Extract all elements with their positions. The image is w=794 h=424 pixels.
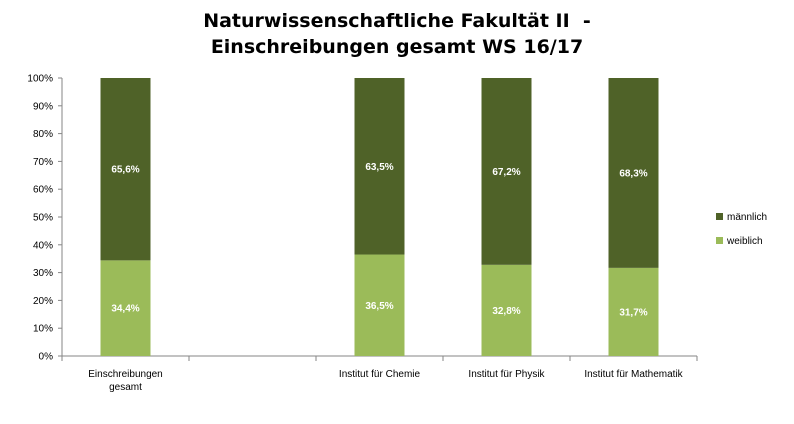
bar-maennlich xyxy=(100,78,151,261)
legend-label: männlich xyxy=(727,212,767,223)
bar-weiblich xyxy=(100,260,151,356)
chart-title-line-1: Naturwissenschaftliche Fakultät II - xyxy=(203,10,591,32)
y-tick-label: 100% xyxy=(27,74,53,85)
y-tick-label: 70% xyxy=(33,157,53,168)
data-label: 68,3% xyxy=(619,168,647,179)
chart-legend: männlich weiblich xyxy=(716,212,767,247)
y-tick-label: 40% xyxy=(33,240,53,251)
y-tick-label: 0% xyxy=(39,352,54,363)
data-label: 32,8% xyxy=(492,306,520,317)
data-label: 63,5% xyxy=(365,162,393,173)
chart-data-labels: 34,4% 65,6% 36,5% 63,5% 32,8% 67,2% 31,7% 68,3% xyxy=(111,162,647,319)
bar-weiblich xyxy=(354,254,405,356)
data-label: 65,6% xyxy=(111,165,139,176)
x-category-label: Institut für Physik xyxy=(468,369,545,380)
chart-title-line-2: Einschreibungen gesamt WS 16/17 xyxy=(210,36,584,58)
data-label: 31,7% xyxy=(619,307,647,318)
y-tick-label: 10% xyxy=(33,324,53,335)
legend-swatch xyxy=(716,213,723,220)
x-category-label: Einschreibungen xyxy=(88,369,163,380)
data-label: 36,5% xyxy=(365,301,393,312)
chart-title: Naturwissenschaftliche Fakultät II - Ein… xyxy=(0,8,794,60)
bar-maennlich xyxy=(354,78,405,255)
chart-bars xyxy=(100,78,659,356)
x-category-label: Institut für Mathematik xyxy=(584,369,683,380)
data-label: 67,2% xyxy=(492,167,520,178)
y-tick-label: 90% xyxy=(33,101,53,112)
y-tick-label: 30% xyxy=(33,268,53,279)
bar-maennlich xyxy=(608,78,659,268)
x-category-label: Institut für Chemie xyxy=(339,369,421,380)
y-tick-label: 80% xyxy=(33,129,53,140)
bar-weiblich xyxy=(608,267,659,356)
data-label: 34,4% xyxy=(111,304,139,315)
y-tick-label: 50% xyxy=(33,213,53,224)
bar-weiblich xyxy=(481,264,532,356)
x-category-label: gesamt xyxy=(109,382,142,393)
bar-maennlich xyxy=(481,78,532,265)
legend-label: weiblich xyxy=(726,236,763,247)
y-tick-label: 60% xyxy=(33,185,53,196)
legend-swatch xyxy=(716,237,723,244)
y-tick-label: 20% xyxy=(33,296,53,307)
